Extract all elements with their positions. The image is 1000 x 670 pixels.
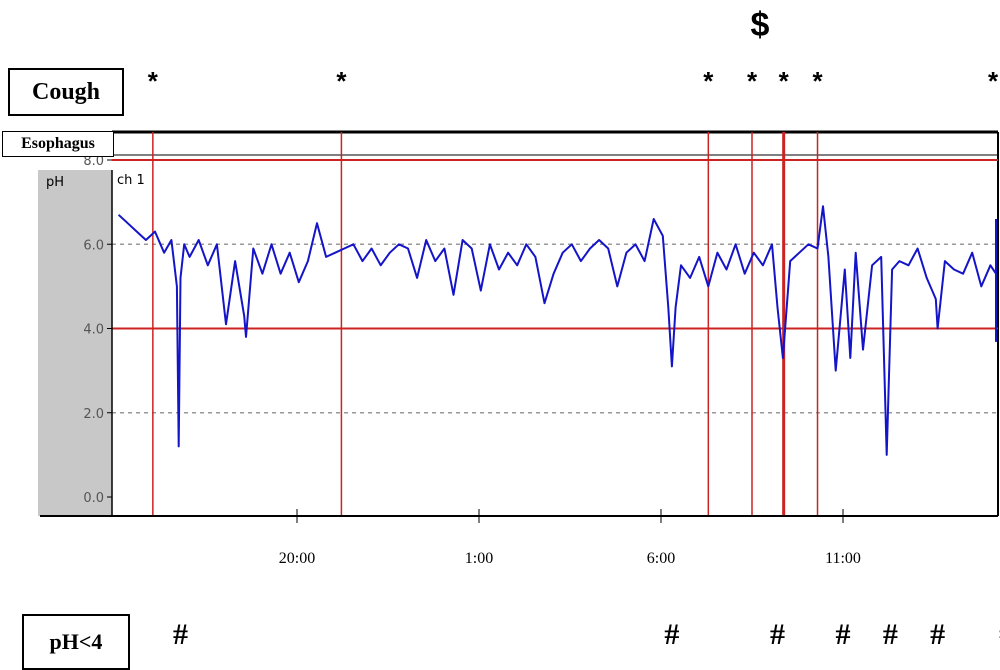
cough-marker-1: * <box>336 66 347 96</box>
ph-below-4-marker-1: # <box>664 618 680 651</box>
cough-marker-6: * <box>987 66 999 96</box>
x-tick-label-3: 11:00 <box>825 550 861 567</box>
y-axis-unit-label: pH <box>46 175 64 190</box>
cough-marker-3: * <box>746 66 758 96</box>
channel-label: ch 1 <box>117 173 145 188</box>
y-tick-label-3: 6.0 <box>83 238 104 253</box>
ph-trace-line <box>117 205 997 456</box>
ph-below-4-marker-5: # <box>930 618 946 651</box>
y-tick-label-1: 2.0 <box>83 407 104 422</box>
plot-area <box>112 132 998 516</box>
ph-below-4-row-label: pH<4 <box>22 614 130 670</box>
x-tick-label-1: 1:00 <box>465 550 493 567</box>
x-tick-label-2: 6:00 <box>647 550 675 567</box>
cough-marker-4: * <box>778 66 789 96</box>
y-tick-label-4: 8.0 <box>83 154 104 169</box>
y-axis-panel <box>38 170 112 516</box>
x-tick-label-0: 20:00 <box>279 550 315 567</box>
cough-marker-0: * <box>147 66 158 96</box>
cough-marker-5: * <box>812 66 823 96</box>
ph-below-4-marker-4: # <box>882 618 898 651</box>
ph-below-4-marker-2: # <box>769 618 785 651</box>
cough-marker-2: * <box>703 66 714 96</box>
esophagus-label: Esophagus <box>2 131 114 157</box>
ph-below-4-marker-3: # <box>835 618 851 651</box>
dollar-event-marker: $ <box>750 6 770 44</box>
ph-below-4-marker-0: # <box>173 618 189 651</box>
y-tick-label-0: 0.0 <box>83 491 104 506</box>
y-tick-label-2: 4.0 <box>83 323 104 338</box>
cough-row-label: Cough <box>8 68 124 116</box>
